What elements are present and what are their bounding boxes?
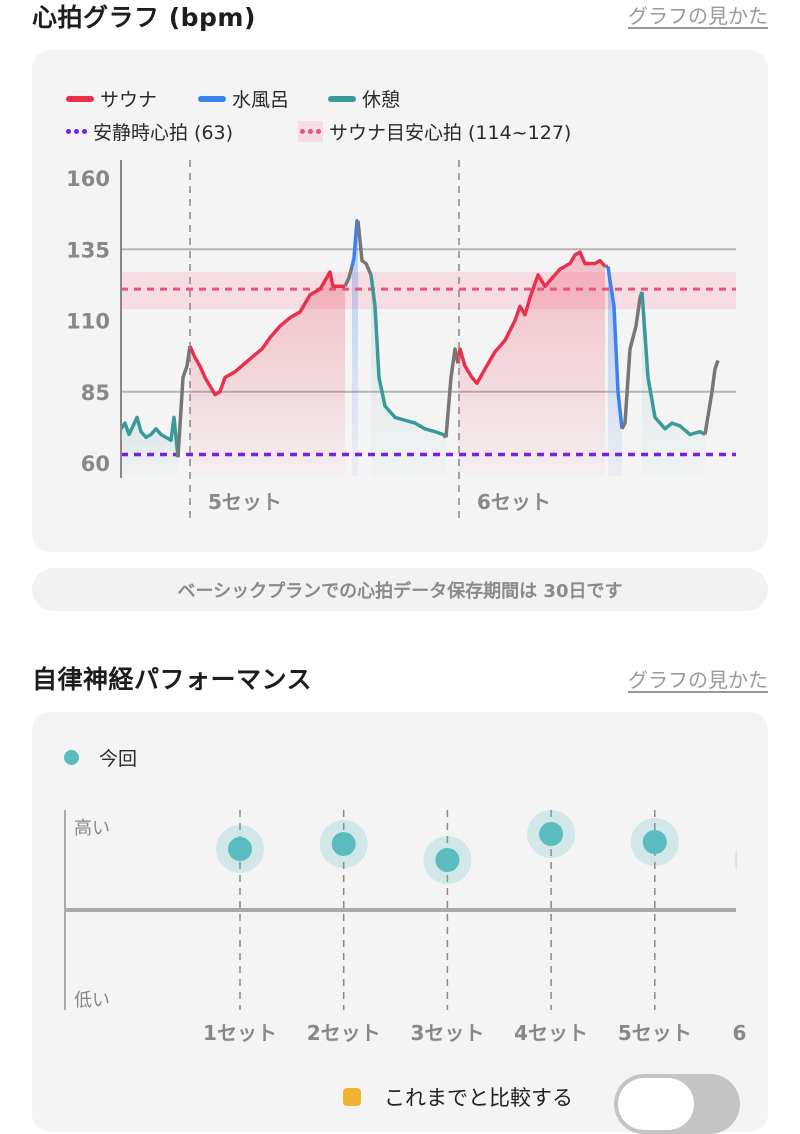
sauna-area — [458, 252, 605, 476]
autonomic-guide-link[interactable]: グラフの見かた — [628, 668, 768, 692]
set-label: 2セット — [307, 1021, 381, 1045]
y-tick-label: 85 — [81, 381, 110, 405]
set-label: 4セット — [514, 1021, 588, 1045]
y-tick-label: 110 — [66, 310, 110, 334]
autonomic-card — [32, 712, 768, 1132]
y-tick-label: 60 — [81, 452, 110, 476]
transition-line — [444, 347, 460, 438]
heart-guide-link[interactable]: グラフの見かた — [628, 4, 768, 28]
set-label: 6 — [733, 1021, 747, 1045]
sauna-line — [188, 270, 345, 397]
rest-line — [119, 415, 180, 458]
cold-bath-line — [350, 219, 359, 267]
performance-point[interactable] — [228, 837, 252, 861]
legend-sauna: サウナ — [66, 85, 157, 112]
heart-rate-chart: 160 135 110 85 60 5セット 6セット — [66, 160, 736, 520]
label-high: 高い — [74, 818, 110, 839]
legend-current: 今回 — [64, 744, 137, 771]
transition-line — [343, 265, 354, 288]
heart-graph-title: 心拍グラフ (bpm) — [32, 3, 256, 32]
sauna-area — [190, 272, 345, 476]
y-tick-label: 135 — [66, 238, 110, 262]
legend-sauna-label: サウナ — [100, 89, 158, 111]
legend-cold-bath-label: 水風呂 — [232, 89, 290, 111]
set-label: 6セット — [477, 490, 551, 514]
cold_bath-area — [352, 220, 358, 476]
toggle-knob[interactable] — [618, 1078, 694, 1130]
set-label: 3セット — [410, 1021, 484, 1045]
legend-cold-bath: 水風呂 — [198, 85, 289, 112]
current-dot-icon — [64, 750, 79, 765]
legend-resting-hr-label: 安静時心拍 (63) — [93, 122, 234, 144]
legend-rest-label: 休憩 — [362, 89, 401, 111]
sauna-line — [456, 250, 607, 385]
compare-toggle[interactable] — [614, 1074, 740, 1134]
performance-point[interactable] — [331, 832, 356, 856]
transition-line — [703, 359, 720, 435]
legend-current-label: 今回 — [99, 748, 138, 770]
performance-point[interactable] — [539, 822, 564, 846]
rest-area — [371, 274, 446, 476]
resting-dots-icon — [66, 129, 87, 134]
transition-line — [176, 345, 192, 458]
rest-line — [640, 291, 706, 437]
rest-area — [121, 417, 178, 476]
autonomic-title: 自律神経パフォーマンス — [32, 665, 313, 694]
performance-point[interactable] — [435, 848, 460, 872]
rest-area — [642, 292, 705, 476]
set-label: 5セット — [208, 490, 282, 514]
transition-line — [356, 220, 373, 276]
legend-sauna-target-label: サウナ目安心拍 (114~127) — [329, 122, 572, 144]
performance-point[interactable] — [642, 830, 667, 854]
cold-bath-swatch-icon — [198, 95, 226, 102]
legend-rest: 休憩 — [328, 85, 400, 112]
legend-resting-hr: 安静時心拍 (63) — [66, 118, 233, 145]
rest-line — [369, 274, 448, 439]
label-low: 低い — [74, 990, 110, 1011]
set-label: 5セット — [618, 1021, 692, 1045]
compare-badge-icon — [343, 1088, 361, 1106]
set-label: 1セット — [203, 1021, 277, 1045]
rest-swatch-icon — [328, 95, 356, 102]
autonomic-chart: 高い 低い 1セット 2セット 3セット 4セット 5セット 6 — [64, 810, 771, 1045]
performance-point[interactable] — [747, 848, 771, 872]
compare-label: これまでと比較する — [384, 1086, 573, 1110]
point-halo — [734, 849, 737, 871]
legend-sauna-target: サウナ目安心拍 (114~127) — [298, 118, 571, 145]
cold-bath-line — [606, 266, 624, 429]
sauna-swatch-icon — [66, 95, 94, 102]
cold_bath-area — [608, 266, 622, 476]
target-dots-icon — [298, 121, 323, 142]
retention-banner: ベーシックプランでの心拍データ保存期間は 30日です — [32, 568, 768, 611]
y-tick-label: 160 — [66, 167, 110, 191]
transition-line — [620, 291, 644, 430]
